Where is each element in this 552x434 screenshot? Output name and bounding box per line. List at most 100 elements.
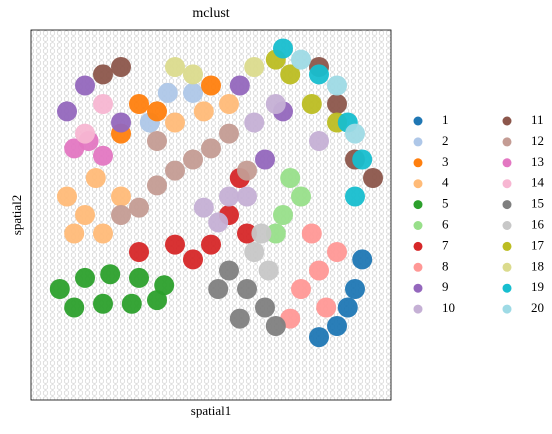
spot <box>111 186 131 207</box>
legend-label: 9 <box>442 279 449 294</box>
spot <box>93 64 113 85</box>
spot <box>208 212 229 233</box>
spot <box>309 327 329 348</box>
legend-label: 14 <box>531 175 545 190</box>
spot <box>147 101 167 122</box>
spot <box>111 205 131 225</box>
spot <box>280 168 301 188</box>
spot <box>201 234 221 255</box>
spot <box>244 57 265 77</box>
legend-label: 12 <box>531 133 544 148</box>
legend-marker <box>413 200 423 210</box>
legend-label: 10 <box>442 300 455 315</box>
spot <box>75 205 95 225</box>
spot <box>165 57 185 77</box>
spot <box>93 94 113 114</box>
spot <box>219 260 239 281</box>
spot <box>183 149 203 170</box>
legend-label: 17 <box>531 237 545 252</box>
legend-marker <box>502 241 512 251</box>
spot <box>309 131 329 151</box>
legend-marker <box>502 283 512 293</box>
spot <box>363 168 383 188</box>
spot <box>219 186 239 207</box>
spot <box>316 297 337 318</box>
spot <box>154 275 175 296</box>
legend-marker <box>502 262 512 272</box>
spot <box>265 94 286 114</box>
spot <box>345 186 365 207</box>
x-axis-label: spatial1 <box>191 403 231 418</box>
spot <box>64 297 85 318</box>
spot <box>219 123 239 144</box>
spot <box>273 205 293 225</box>
spot <box>165 112 185 133</box>
spot <box>129 242 149 262</box>
spot <box>309 64 329 85</box>
legend-marker <box>413 137 423 147</box>
legend-marker <box>413 304 423 314</box>
spot <box>219 94 239 114</box>
spot <box>183 82 203 103</box>
spot <box>193 197 214 218</box>
spot <box>85 168 106 188</box>
spot <box>57 101 77 122</box>
legend-label: 16 <box>531 216 545 231</box>
legend-label: 11 <box>531 112 544 127</box>
spot <box>309 260 329 281</box>
points <box>49 38 383 348</box>
spot <box>301 223 322 244</box>
legend-label: 8 <box>442 258 449 273</box>
legend-label: 7 <box>442 237 449 252</box>
spot <box>273 38 293 59</box>
y-axis-label: spatial2 <box>9 195 24 235</box>
legend-marker <box>502 137 512 147</box>
spot <box>100 264 121 285</box>
spot <box>352 249 373 270</box>
spot <box>265 316 286 336</box>
legend-label: 15 <box>531 196 544 211</box>
spot <box>255 149 275 170</box>
spot <box>251 223 272 244</box>
spot <box>291 279 311 299</box>
spot <box>237 223 257 244</box>
legend-marker <box>502 304 512 314</box>
spot <box>327 75 347 96</box>
spot <box>157 82 178 103</box>
legend-label: 2 <box>442 133 449 148</box>
spot <box>75 267 95 288</box>
spot <box>111 57 131 77</box>
spot <box>121 293 142 314</box>
spot <box>147 175 167 196</box>
legend-marker <box>413 221 423 230</box>
legend-label: 3 <box>442 154 449 169</box>
legend-label: 19 <box>531 279 544 294</box>
legend-label: 5 <box>442 196 449 211</box>
legend-label: 20 <box>531 300 544 315</box>
spot <box>165 160 185 181</box>
spot <box>244 112 265 133</box>
legend-marker <box>502 221 512 230</box>
spot <box>327 242 347 262</box>
plot-frame <box>30 29 392 401</box>
legend-label: 1 <box>442 112 449 127</box>
spot <box>147 290 167 311</box>
spot <box>93 145 113 166</box>
spot <box>291 49 311 70</box>
spot <box>75 75 95 96</box>
spot <box>201 138 221 159</box>
legend-marker <box>502 200 512 210</box>
spot <box>93 293 113 314</box>
spot <box>201 75 221 96</box>
spot <box>237 160 257 181</box>
legend-marker <box>502 158 512 168</box>
spot <box>352 149 373 170</box>
legend-label: 6 <box>442 216 449 231</box>
spot <box>129 267 149 288</box>
spot <box>337 297 358 318</box>
spot <box>345 123 365 144</box>
spot <box>291 186 311 207</box>
spot <box>183 249 203 270</box>
